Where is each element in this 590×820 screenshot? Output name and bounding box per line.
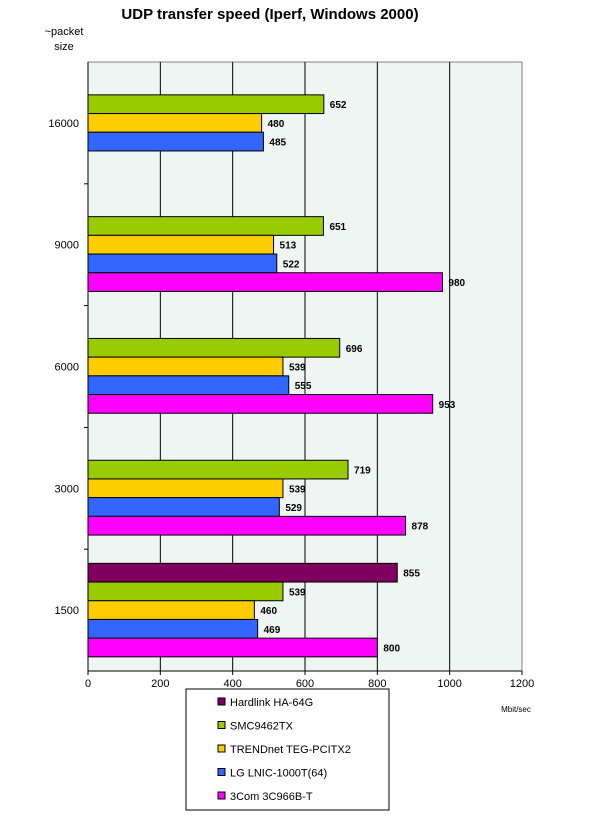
bar bbox=[87, 637, 378, 658]
data-label: 539 bbox=[289, 484, 306, 495]
data-label: 539 bbox=[289, 363, 306, 374]
value-labels: 652 480 485 651 513 522 980 696 539 555 953 719 539 5… bbox=[260, 100, 465, 654]
bar bbox=[87, 515, 407, 536]
y-axis-label-line1: ~packet bbox=[45, 26, 84, 38]
bar bbox=[87, 478, 284, 499]
legend-swatch bbox=[217, 791, 226, 800]
y-tick-label: 3000 bbox=[55, 483, 79, 495]
bar bbox=[87, 253, 278, 274]
x-axis: 0 200 400 600 800 1000 1200 bbox=[85, 62, 534, 690]
bar bbox=[87, 497, 280, 517]
y-axis: 16000 9000 6000 3000 1500 bbox=[48, 118, 88, 617]
x-tick-label: 0 bbox=[85, 678, 91, 690]
legend-label: SMC9462TX bbox=[230, 721, 294, 733]
legend-label: 3Com 3C966B-T bbox=[230, 791, 313, 803]
data-label: 878 bbox=[412, 522, 429, 533]
data-label: 855 bbox=[403, 569, 420, 580]
bar bbox=[87, 94, 325, 115]
bar bbox=[87, 394, 434, 414]
data-label: 485 bbox=[269, 138, 286, 149]
data-label: 529 bbox=[285, 503, 302, 514]
bar bbox=[87, 581, 284, 602]
legend-swatch bbox=[217, 697, 226, 706]
bar bbox=[87, 459, 349, 480]
bar bbox=[87, 562, 398, 583]
legend-label: LG LNIC-1000T(64) bbox=[230, 768, 327, 780]
bar bbox=[87, 216, 324, 236]
data-label: 696 bbox=[346, 344, 363, 355]
data-label: 539 bbox=[289, 587, 306, 598]
bars bbox=[87, 94, 443, 658]
legend-label: TRENDnet TEG-PCITX2 bbox=[230, 744, 351, 756]
x-axis-label: Mbit/sec bbox=[501, 705, 531, 714]
bar bbox=[87, 356, 284, 377]
x-tick-label: 1000 bbox=[437, 678, 461, 690]
bar bbox=[87, 375, 290, 396]
bar bbox=[87, 337, 341, 358]
data-label: 719 bbox=[354, 466, 371, 477]
y-axis-label-line2: size bbox=[54, 41, 74, 53]
data-label: 460 bbox=[260, 606, 277, 617]
legend-swatch bbox=[217, 744, 226, 753]
data-label: 555 bbox=[295, 381, 312, 392]
bar bbox=[87, 618, 259, 639]
data-label: 469 bbox=[264, 625, 281, 636]
data-label: 980 bbox=[448, 278, 465, 289]
x-tick-label: 600 bbox=[296, 678, 314, 690]
legend: Hardlink HA-64G SMC9462TX TRENDnet TEG-PCI… bbox=[185, 688, 390, 811]
y-tick-label: 9000 bbox=[55, 240, 79, 252]
data-label: 480 bbox=[268, 119, 285, 130]
y-tick-label: 1500 bbox=[55, 605, 79, 617]
x-tick-label: 800 bbox=[368, 678, 386, 690]
legend-box bbox=[185, 688, 390, 811]
bar bbox=[87, 234, 275, 255]
legend-label: Hardlink HA-64G bbox=[230, 697, 313, 709]
bar bbox=[87, 600, 255, 620]
chart-title: UDP transfer speed (Iperf, Windows 2000) bbox=[121, 6, 418, 23]
data-label: 953 bbox=[439, 400, 456, 411]
bar bbox=[87, 272, 443, 292]
legend-swatch bbox=[217, 721, 226, 729]
data-label: 651 bbox=[329, 222, 346, 233]
x-tick-label: 200 bbox=[151, 678, 169, 690]
data-label: 513 bbox=[280, 241, 297, 252]
data-label: 652 bbox=[330, 100, 347, 111]
legend-swatch bbox=[217, 768, 226, 776]
data-label: 800 bbox=[383, 644, 400, 655]
x-tick-label: 400 bbox=[223, 678, 241, 690]
data-label: 522 bbox=[283, 259, 300, 270]
x-tick-label: 1200 bbox=[510, 678, 534, 690]
y-tick-label: 16000 bbox=[48, 118, 79, 130]
bar bbox=[87, 113, 263, 133]
bar bbox=[87, 131, 264, 152]
y-tick-label: 6000 bbox=[55, 362, 79, 374]
